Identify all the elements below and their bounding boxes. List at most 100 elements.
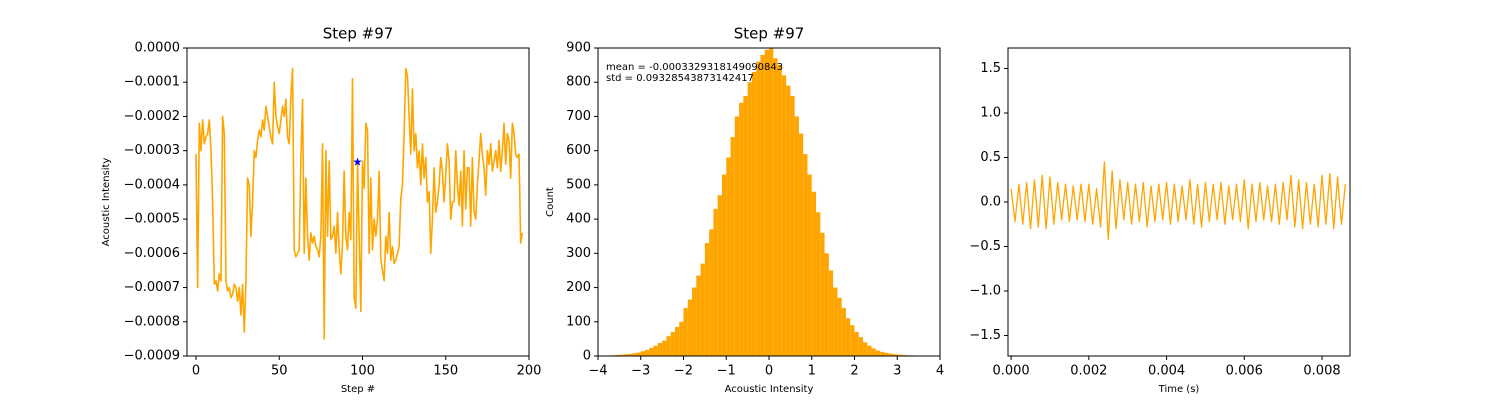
x-axis-label: Acoustic Intensity (725, 384, 814, 395)
histogram-bar (679, 321, 684, 356)
x-tick-label: −1 (717, 364, 736, 379)
histogram-bar (867, 345, 872, 356)
x-tick-label: 0.006 (1226, 364, 1263, 379)
histogram-bar (773, 58, 778, 356)
histogram-bar (662, 340, 667, 356)
histogram-bar (837, 297, 842, 356)
histogram-bar (619, 354, 624, 356)
y-tick-label: −0.0009 (124, 349, 180, 364)
histogram-bar (683, 308, 688, 356)
histogram-bar (888, 353, 893, 356)
x-tick-label: 1 (808, 364, 816, 379)
histogram-bar (615, 354, 620, 356)
x-tick-label: 0.008 (1303, 364, 1340, 379)
y-tick-label: 700 (566, 109, 591, 124)
histogram-bar (670, 332, 675, 356)
plot-area (195, 67, 524, 340)
data-line (195, 67, 524, 340)
histogram-bar (781, 75, 787, 356)
y-axis-label: Count (545, 187, 556, 217)
histogram-bar (858, 337, 864, 356)
axes: −4 −3 −2 −1 0 1 2 3 4 0 100 200 300 400 500 600 700 800 90… (545, 25, 944, 396)
y-tick-label: −0.0003 (124, 143, 180, 158)
histogram-bar (696, 275, 701, 356)
histogram-bar (798, 133, 804, 356)
y-tick-label: 400 (566, 212, 591, 227)
histogram-bar (726, 157, 731, 356)
chart-title: Step #97 (734, 25, 805, 43)
x-tick-label: 150 (433, 364, 458, 379)
y-tick-label: 100 (566, 314, 591, 329)
histogram-bar (901, 354, 906, 356)
x-tick-label: 3 (893, 364, 901, 379)
plot-area (602, 48, 928, 356)
histogram-bar (627, 353, 633, 356)
histogram-bar (645, 349, 650, 356)
histogram-bar (653, 345, 658, 356)
histogram-bar (816, 212, 821, 356)
y-tick-label: −0.0007 (124, 280, 180, 295)
histogram-bar (850, 325, 855, 356)
histogram-bar (623, 354, 628, 356)
y-tick-label: 500 (566, 177, 591, 192)
y-tick-label: 1.5 (980, 61, 1001, 76)
y-tick-label: −0.0004 (124, 177, 180, 192)
plot-area (1010, 161, 1346, 241)
histogram-bar (700, 263, 705, 356)
axes: 0 50 100 150 200 0.0000 −0.0001 −0.0002 −0.0003 −… (101, 25, 541, 396)
y-tick-label: 0.0000 (135, 41, 181, 56)
histogram-bar (871, 348, 876, 356)
axes-frame (186, 47, 530, 357)
y-tick-label: −1.5 (969, 328, 1001, 343)
histogram-bar (803, 154, 808, 356)
histogram-bar (824, 253, 829, 356)
x-tick-label: 4 (936, 364, 944, 379)
x-tick-label: 2 (850, 364, 858, 379)
y-tick-label: 900 (566, 41, 591, 56)
histogram-bar (640, 351, 646, 356)
x-tick-label: −4 (588, 364, 607, 379)
histogram-bar (739, 102, 744, 356)
histogram-bar (790, 95, 795, 356)
y-tick-label: −0.0001 (124, 75, 180, 90)
histogram-bar (794, 116, 799, 356)
histogram-bar (704, 243, 710, 356)
chart-title: Step #97 (323, 25, 394, 43)
histogram-bar (687, 299, 693, 356)
histogram-bar (786, 85, 791, 356)
histogram-bar (811, 191, 817, 356)
histogram-bar (657, 342, 663, 356)
histogram-bar (807, 174, 812, 356)
y-tick-label: −0.0006 (124, 246, 180, 261)
y-tick-label: 300 (566, 246, 591, 261)
histogram-bar (713, 208, 718, 356)
histogram-bar (649, 347, 654, 356)
y-tick-label: 200 (566, 280, 591, 295)
y-tick-label: 1.0 (980, 105, 1001, 120)
x-tick-label: −2 (674, 364, 693, 379)
histogram-bar (751, 71, 757, 356)
histogram-bar (717, 195, 722, 356)
histogram-bar (632, 353, 637, 356)
histogram-bar (841, 308, 846, 356)
axes: 0.000 0.002 0.004 0.006 0.008 −1.5 −1.0 −0.5 0.0… (969, 47, 1351, 395)
histogram-bar (828, 270, 834, 356)
histogram-bar (692, 287, 697, 356)
histogram-bar (854, 332, 859, 356)
histogram-bar (636, 352, 641, 356)
histogram-bar (884, 352, 889, 356)
histogram-bar (747, 82, 752, 356)
y-tick-label: −0.0002 (124, 109, 180, 124)
histogram-bar (674, 326, 680, 356)
x-tick-label: 0 (765, 364, 773, 379)
y-tick-label: 0.0 (980, 195, 1001, 210)
y-tick-label: 800 (566, 75, 591, 90)
y-tick-label: −0.5 (969, 239, 1001, 254)
histogram-bar (845, 318, 851, 356)
x-tick-label: 0.002 (1070, 364, 1107, 379)
y-tick-label: −1.0 (969, 284, 1001, 299)
histogram-bar (769, 48, 774, 356)
histogram-bar (760, 54, 765, 356)
x-tick-label: 50 (271, 364, 288, 379)
